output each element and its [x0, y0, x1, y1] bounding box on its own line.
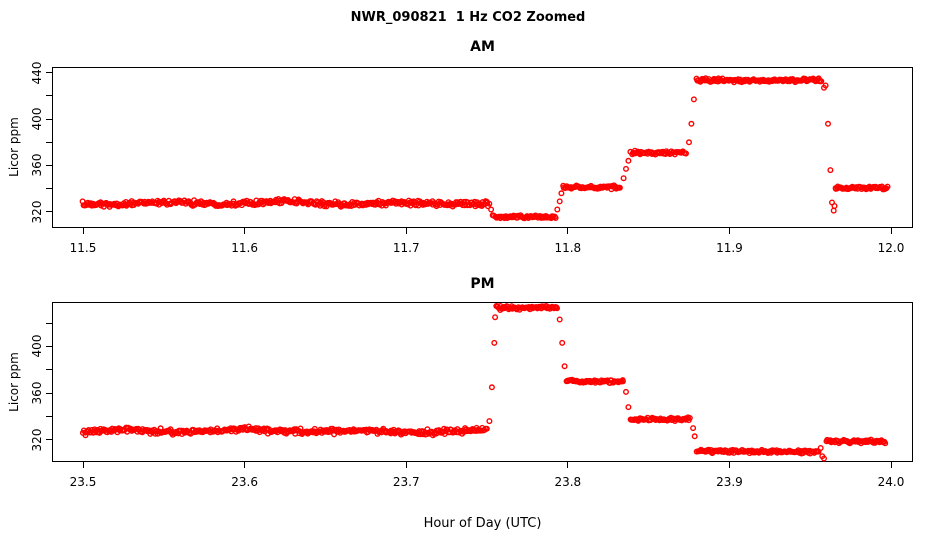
y-tick	[46, 415, 52, 417]
main-title: NWR_090821 1 Hz CO2 Zoomed	[350, 10, 586, 25]
y-tick-label: 320	[30, 428, 44, 452]
x-tick	[244, 228, 246, 234]
x-tick	[728, 462, 730, 468]
y-tick	[46, 141, 52, 143]
x-tick-label: 23.5	[69, 475, 97, 489]
y-tick	[46, 164, 52, 166]
y-tick-label: 400	[30, 334, 44, 358]
y-tick-label: 320	[30, 200, 44, 224]
y-tick-label: 360	[30, 381, 44, 405]
panel-title-pm: PM	[470, 276, 495, 292]
am-scatter-points	[79, 75, 891, 222]
x-tick-label: 23.7	[392, 475, 420, 489]
x-tick	[567, 462, 569, 468]
y-tick	[46, 188, 52, 190]
pm-y-axis-label: Licor ppm	[7, 352, 21, 412]
x-tick	[82, 462, 84, 468]
pm-plot-area	[52, 302, 913, 462]
y-tick-label: 360	[30, 154, 44, 177]
x-tick	[82, 228, 84, 234]
x-tick	[567, 228, 569, 234]
y-tick	[46, 118, 52, 120]
y-tick-label: 440	[30, 61, 44, 85]
x-tick-label: 11.9	[716, 241, 743, 255]
y-tick	[46, 369, 52, 371]
x-tick-label: 11.7	[392, 241, 420, 255]
y-tick	[46, 439, 52, 441]
y-tick	[46, 211, 52, 213]
x-tick	[890, 228, 892, 234]
panel-title-am: AM	[470, 39, 495, 55]
x-tick	[244, 462, 246, 468]
y-tick	[46, 345, 52, 347]
x-tick-label: 23.9	[716, 475, 743, 489]
am-y-axis-label: Licor ppm	[7, 117, 21, 177]
y-tick	[46, 95, 52, 97]
x-tick-label: 24.0	[877, 475, 905, 489]
y-tick	[46, 392, 52, 394]
x-tick-label: 11.8	[554, 241, 582, 255]
x-tick-label: 23.8	[554, 475, 582, 489]
x-tick-label: 11.5	[69, 241, 97, 255]
y-tick-label: 400	[30, 107, 44, 131]
x-axis-label: Hour of Day (UTC)	[423, 516, 542, 531]
x-tick-label: 12.0	[877, 241, 905, 255]
x-tick	[405, 462, 407, 468]
x-tick-label: 11.6	[231, 241, 258, 255]
x-tick	[405, 228, 407, 234]
y-tick	[46, 322, 52, 324]
x-tick	[890, 462, 892, 468]
pm-scatter-points	[79, 303, 889, 462]
y-tick	[46, 72, 52, 74]
x-tick	[728, 228, 730, 234]
x-tick-label: 23.6	[231, 475, 258, 489]
